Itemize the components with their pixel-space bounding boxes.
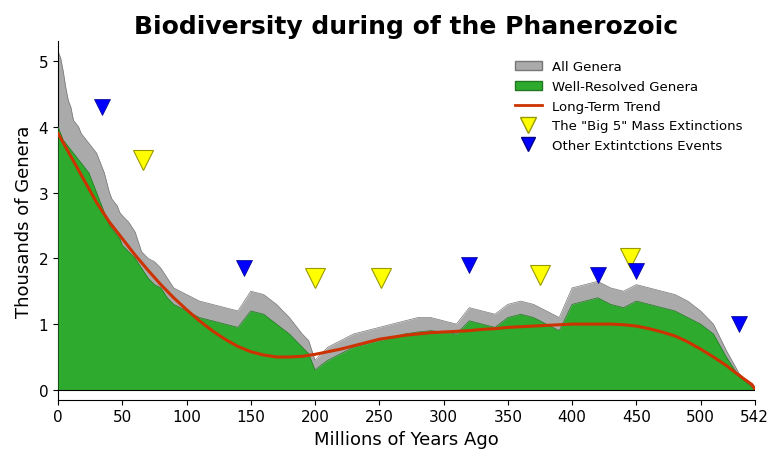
Title: Biodiversity during of the Phanerozoic: Biodiversity during of the Phanerozoic (134, 15, 678, 39)
Y-axis label: Thousands of Genera: Thousands of Genera (15, 125, 33, 317)
X-axis label: Millions of Years Ago: Millions of Years Ago (314, 430, 499, 448)
Legend: All Genera, Well-Resolved Genera, Long-Term Trend, The "Big 5" Mass Extinctions,: All Genera, Well-Resolved Genera, Long-T… (510, 56, 748, 158)
